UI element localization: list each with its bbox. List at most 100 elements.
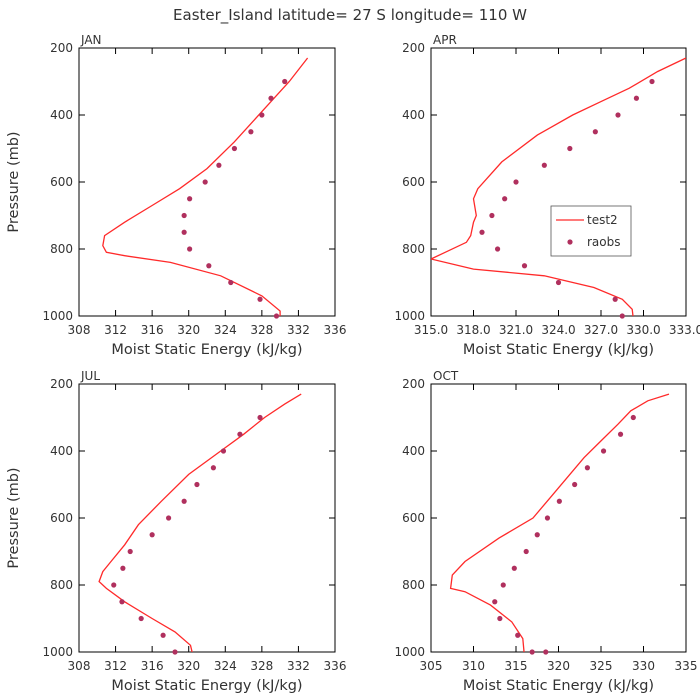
raobs-point: [231, 145, 238, 152]
y-tick-label: 800: [402, 578, 425, 592]
x-tick-label: 308: [68, 659, 91, 673]
raobs-point: [237, 431, 243, 437]
plot-frame: [78, 383, 336, 653]
y-tick-label: 600: [402, 175, 425, 189]
raobs-point: [649, 78, 655, 85]
x-tick-label: 318.0: [456, 323, 490, 337]
raobs-point: [615, 112, 621, 118]
raobs-point: [523, 548, 529, 555]
raobs-point: [220, 448, 227, 454]
panel-label: OCT: [433, 369, 459, 383]
x-tick-label: 332: [287, 323, 310, 337]
plot-frame: [430, 47, 687, 317]
raobs-point: [202, 179, 208, 185]
series-line-test2: [102, 57, 309, 316]
x-tick-label: 310: [462, 659, 485, 673]
y-tick-label: 800: [402, 242, 425, 256]
raobs-point: [633, 95, 640, 101]
x-tick-label: 320: [177, 323, 200, 337]
raobs-point: [500, 582, 506, 588]
raobs-point: [513, 179, 519, 185]
x-tick-label: 333.0: [669, 323, 700, 337]
raobs-point: [600, 448, 607, 454]
raobs-point: [228, 279, 234, 286]
raobs-point: [592, 129, 598, 135]
legend-label-test2: test2: [587, 213, 618, 227]
raobs-point: [273, 313, 280, 319]
x-tick-label: 324: [214, 323, 237, 337]
panel-apr: APR 315.0 318.0 321.0 324.0 327.0 330.0 333.0 20…: [394, 33, 700, 358]
raobs-point: [515, 632, 521, 638]
raobs-point: [120, 565, 126, 571]
y-axis-label: Pressure (mb): [6, 467, 22, 568]
x-axis-label: Moist Static Energy (kJ/kg): [111, 678, 302, 694]
raobs-point: [248, 129, 254, 135]
raobs-point: [216, 162, 222, 168]
raobs-point: [502, 196, 508, 202]
x-tick-label: 327.0: [584, 323, 618, 337]
raobs-point: [187, 246, 193, 252]
y-tick-label: 200: [50, 41, 73, 55]
x-tick-label: 332: [287, 659, 310, 673]
x-tick-label: 312: [104, 323, 127, 337]
x-tick-label: 315: [505, 659, 528, 673]
raobs-point: [257, 414, 263, 421]
raobs-point: [206, 263, 212, 269]
raobs-point: [489, 212, 495, 219]
raobs-point: [556, 498, 562, 504]
raobs-point: [181, 498, 187, 504]
raobs-point: [494, 246, 501, 252]
raobs-point: [619, 313, 625, 319]
raobs-point: [127, 548, 133, 555]
raobs-point: [544, 515, 551, 521]
raobs-point: [210, 465, 216, 471]
x-tick-label: 324.0: [541, 323, 575, 337]
y-tick-label: 800: [50, 242, 73, 256]
raobs-point: [119, 599, 125, 605]
x-tick-label: 308: [68, 323, 91, 337]
panel-jul: JUL 308 312 316 320 324 328 332 336 200 400 600 800 1…: [6, 369, 346, 694]
raobs-point: [555, 279, 562, 286]
x-axis-label: Moist Static Energy (kJ/kg): [111, 342, 302, 358]
y-tick-label: 400: [50, 444, 73, 458]
raobs-point: [181, 212, 187, 219]
x-tick-label: 305: [420, 659, 443, 673]
raobs-point: [282, 78, 288, 85]
x-tick-label: 315.0: [414, 323, 448, 337]
panel-label: APR: [433, 33, 457, 47]
raobs-point: [138, 615, 144, 622]
panel-label: JAN: [80, 33, 102, 47]
raobs-point: [479, 229, 485, 235]
x-tick-label: 316: [141, 323, 164, 337]
series-line-test2: [431, 57, 686, 316]
y-tick-label: 400: [402, 444, 425, 458]
y-tick-label: 600: [50, 511, 73, 525]
raobs-point: [521, 263, 528, 269]
raobs-point: [149, 532, 155, 538]
x-tick-label: 312: [104, 659, 127, 673]
raobs-point: [497, 615, 503, 622]
x-axis-label: Moist Static Energy (kJ/kg): [463, 342, 654, 358]
y-tick-label: 1000: [394, 645, 425, 659]
y-tick-label: 200: [50, 377, 73, 391]
raobs-point: [630, 414, 636, 421]
raobs-point: [257, 296, 263, 302]
panel-oct: OCT 305 310 315 320 325 330 335 200 400 600 800 1000…: [394, 369, 697, 694]
y-tick-label: 1000: [42, 645, 73, 659]
x-tick-label: 336: [324, 323, 347, 337]
raobs-point: [511, 565, 517, 571]
raobs-point: [567, 145, 573, 152]
y-tick-label: 200: [402, 41, 425, 55]
x-tick-label: 320: [547, 659, 570, 673]
raobs-point: [572, 481, 578, 488]
raobs-point: [584, 465, 591, 471]
x-tick-label: 335: [675, 659, 698, 673]
panel-label: JUL: [80, 369, 100, 383]
x-tick-label: 324: [214, 659, 237, 673]
legend-point-swatch: [567, 239, 573, 245]
x-tick-label: 325: [590, 659, 613, 673]
x-tick-label: 328: [250, 659, 273, 673]
raobs-point: [529, 649, 535, 655]
raobs-point: [194, 481, 200, 488]
